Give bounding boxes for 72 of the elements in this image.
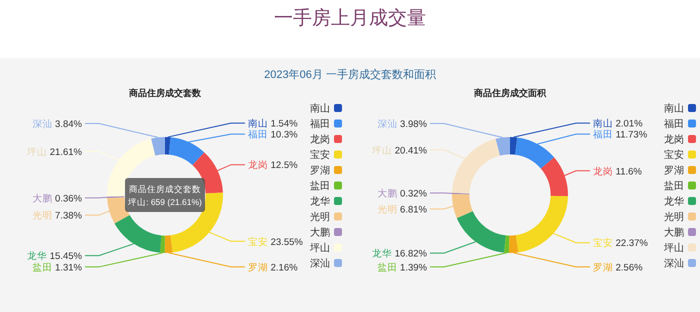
slice-label: 南山 <box>248 118 268 130</box>
slice-label: 大鹏 <box>32 192 52 204</box>
slice-label: 大鹏 <box>377 187 398 200</box>
legend-label: 南山 <box>310 102 330 114</box>
slice-label: 龙华 <box>27 250 48 262</box>
slice-label: 坪山 <box>26 146 48 158</box>
data-label: 2.16% <box>268 262 298 274</box>
legend-label: 坪山 <box>309 242 330 254</box>
text: 一手房上月成交量 <box>274 7 426 29</box>
legend-label: 龙岗 <box>664 134 684 146</box>
slice-label: 罗湖 <box>248 261 268 274</box>
chart-title: 商品住房成交套数 <box>128 88 202 98</box>
legend-label: 罗湖 <box>310 164 330 176</box>
slice-label: 宝安 <box>593 237 613 250</box>
slice-label: 坪山 <box>371 144 392 156</box>
data-label: 12.5% <box>268 160 298 172</box>
data-label: 11.6% <box>613 166 642 178</box>
legend-label: 深汕 <box>664 258 684 270</box>
data-label: 1.39% <box>397 262 428 274</box>
text: 2023年06月 一手房成交套数和面积 <box>264 68 436 81</box>
data-label: 20.41% <box>392 145 428 156</box>
data-label: 21.61% <box>47 146 83 158</box>
slice-label: 宝安 <box>248 236 268 248</box>
legend-label: 宝安 <box>664 149 684 161</box>
slice-label: 光明 <box>377 204 398 216</box>
legend-label: 南山 <box>664 102 684 114</box>
legend-label: 光明 <box>310 211 330 223</box>
slice-label: 盐田 <box>377 261 398 274</box>
data-label: 0.36% <box>52 193 83 204</box>
data-label: 1.31% <box>52 262 83 274</box>
slice-label: 福田 <box>248 128 268 141</box>
legend-label: 盐田 <box>664 180 684 192</box>
slice-label: 福田 <box>593 128 613 141</box>
data-label: 3.98% <box>397 119 428 130</box>
data-label: 7.38% <box>52 210 83 222</box>
text: 商品住房成交套数 <box>129 184 201 194</box>
legend-label: 坪山 <box>663 242 684 254</box>
slice-label: 龙岗 <box>593 165 613 178</box>
slice-label: 龙华 <box>372 248 392 260</box>
legend-label: 盐田 <box>310 180 330 192</box>
slice-label: 南山 <box>593 118 613 130</box>
slice-label: 盐田 <box>32 261 52 274</box>
data-label: 2.56% <box>613 262 644 274</box>
legend-label: 龙华 <box>664 196 684 208</box>
data-label: 22.37% <box>613 238 648 250</box>
slice-label: 罗湖 <box>593 261 613 274</box>
slice-label: 深汕 <box>32 118 52 130</box>
legend-label: 龙华 <box>310 196 330 208</box>
data-label: 3.84% <box>52 119 83 130</box>
legend-label: 福田 <box>664 118 684 130</box>
data-label: 6.81% <box>397 204 428 216</box>
data-label: 1.54% <box>268 118 298 130</box>
legend-label: 大鹏 <box>664 226 684 238</box>
legend-label: 深汕 <box>310 258 330 270</box>
legend-label: 福田 <box>310 118 330 130</box>
data-label: 15.45% <box>47 251 83 262</box>
slice-label: 光明 <box>32 210 52 222</box>
legend-label: 龙岗 <box>310 134 330 146</box>
data-label: 11.73% <box>613 130 648 141</box>
data-label: 2.01% <box>613 118 644 130</box>
legend-label: 宝安 <box>310 149 330 161</box>
slice-label: 龙岗 <box>248 159 268 172</box>
data-label: 23.55% <box>268 236 304 248</box>
data-label: 16.82% <box>392 248 428 260</box>
text: 坪山: 659 (21.61%) <box>127 197 202 207</box>
data-label: 0.32% <box>397 188 428 200</box>
legend-label: 大鹏 <box>310 226 330 238</box>
slice-label: 深汕 <box>377 118 398 130</box>
chart-title: 商品住房成交面积 <box>473 88 547 98</box>
legend-label: 罗湖 <box>664 164 684 176</box>
data-label: 10.3% <box>268 130 298 141</box>
legend-label: 光明 <box>664 211 684 223</box>
